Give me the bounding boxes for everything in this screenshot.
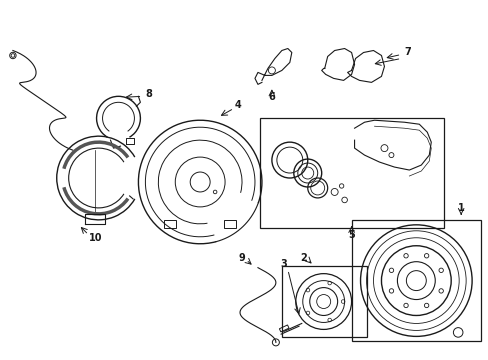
Bar (260, 118, 443, 228)
Bar (351, 220, 480, 341)
Text: 8: 8 (144, 89, 151, 99)
Text: 3: 3 (280, 259, 286, 269)
Bar (281, 266, 366, 337)
Text: 7: 7 (403, 48, 410, 58)
Text: 2: 2 (300, 253, 306, 263)
Text: 9: 9 (238, 253, 245, 263)
Text: 5: 5 (347, 230, 354, 240)
Text: 10: 10 (89, 233, 102, 243)
Bar (164, 220, 176, 228)
Bar (279, 325, 288, 332)
Text: 1: 1 (457, 203, 464, 213)
Text: 6: 6 (268, 92, 275, 102)
Bar (224, 220, 235, 228)
Text: 4: 4 (234, 100, 241, 110)
